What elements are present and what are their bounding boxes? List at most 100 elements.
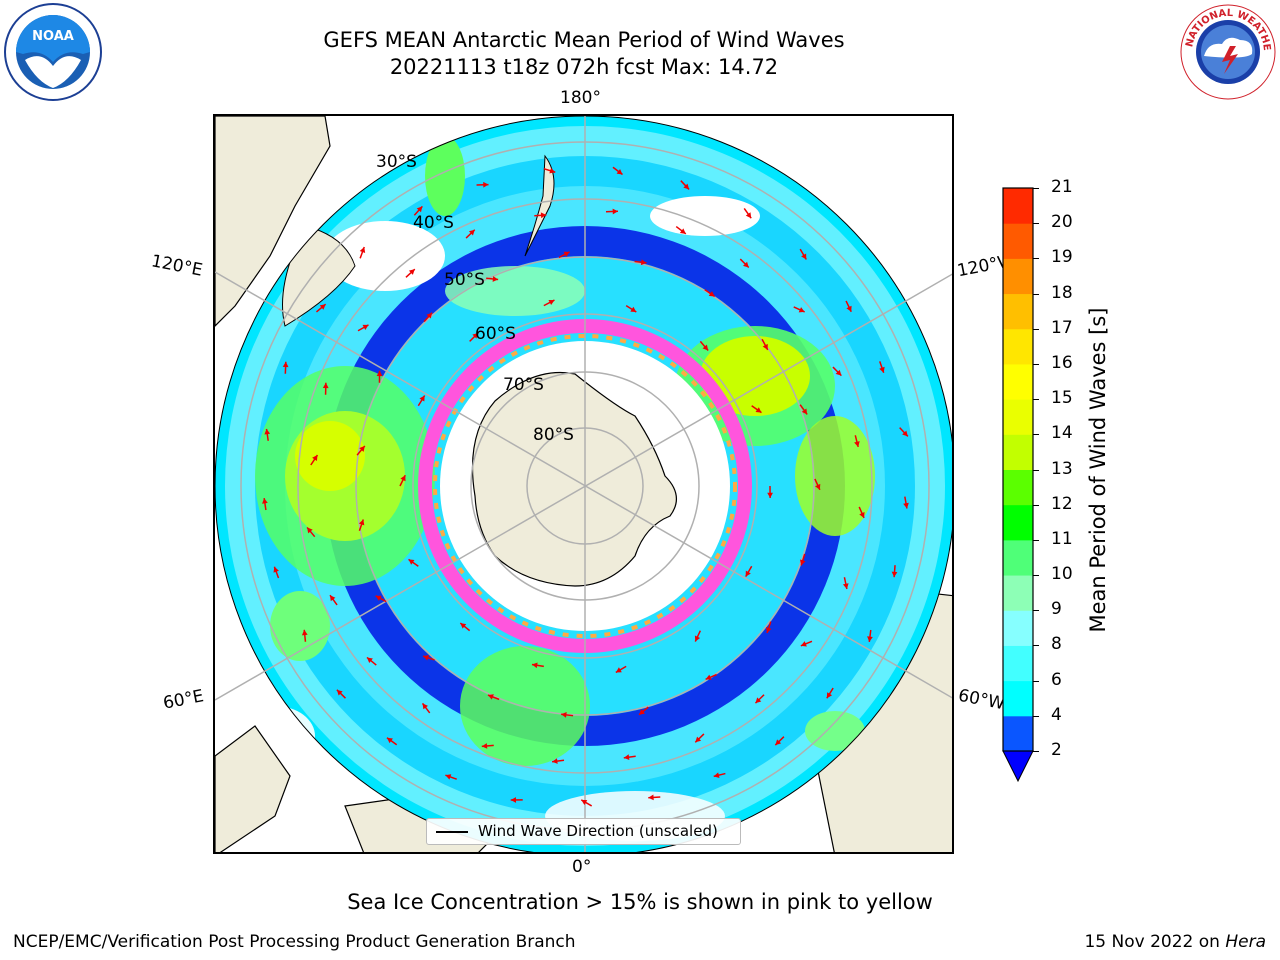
colorbar-tick <box>1033 223 1039 225</box>
legend-label: Wind Wave Direction (unscaled) <box>478 822 718 840</box>
wave-arrow-head <box>630 306 637 313</box>
colorbar-block <box>1003 645 1033 682</box>
wave-arrow-head <box>408 559 415 565</box>
wave-arrow-head <box>679 228 686 234</box>
wave-arrow-head <box>755 407 762 413</box>
wave-arrow-head <box>301 629 308 636</box>
wave-arrow-head <box>359 247 366 253</box>
colorbar-label: Mean Period of Wind Waves [s] <box>1086 307 1110 633</box>
wave-arrow-head <box>775 739 782 746</box>
wave-arrow-head <box>801 408 808 415</box>
wave-arrow-head <box>640 259 647 266</box>
wave-arrow-head <box>835 369 842 376</box>
colorbar-tick <box>1033 539 1039 541</box>
wave-arrow-head <box>376 370 383 377</box>
wave-arrow-head <box>426 312 433 319</box>
map-subtitle: 20221113 t18z 072h fcst Max: 14.72 <box>389 55 779 79</box>
colorbar-tick <box>1033 188 1039 189</box>
wave-arrow-head <box>612 208 618 215</box>
colorbar-tick-label: 13 <box>1051 458 1073 479</box>
noaa-logo-icon: NOAA <box>4 3 102 101</box>
wave-arrow-head <box>891 571 898 578</box>
wave-arrow-head <box>419 395 425 402</box>
nws-logo-icon: NATIONAL WEATHER SERVICE <box>1178 2 1276 100</box>
wave-arrow-head <box>472 332 479 339</box>
wave-arrow-head <box>745 570 751 577</box>
wave-arrow-head <box>705 674 712 680</box>
wave-arrow-head <box>481 743 488 749</box>
colorbar-block <box>1003 715 1033 752</box>
sea-ice-caption: Sea Ice Concentration > 15% is shown in … <box>347 890 933 914</box>
colorbar-tick-label: 21 <box>1051 177 1073 197</box>
wave-arrow-head <box>639 709 645 715</box>
colorbar-tick <box>1033 363 1039 365</box>
colorbar-block <box>1003 434 1033 470</box>
wave-arrow-head <box>408 269 415 275</box>
colorbar-tick-label: 18 <box>1051 282 1073 303</box>
lon-label-120e: 120°E <box>149 251 205 281</box>
longitude-grid <box>215 116 952 852</box>
wave-arrow-head <box>307 527 313 534</box>
colorbar-tick-label: 2 <box>1051 740 1062 760</box>
wave-arrow-head <box>273 566 279 573</box>
colorbar-tick <box>1033 715 1039 717</box>
wave-arrow-head <box>362 324 369 330</box>
wave-arrow-head <box>264 428 271 435</box>
wave-arrow-head <box>745 212 752 219</box>
colorbar-block <box>1003 610 1033 646</box>
colorbar-tick <box>1033 328 1039 330</box>
colorbar-tick-label: 10 <box>1051 564 1073 585</box>
wave-arrow-head <box>799 559 806 566</box>
wave-arrow-head <box>798 307 805 313</box>
lat-label-30s: 30°S <box>376 152 417 172</box>
wave-arrow-head <box>416 206 423 213</box>
map-canvas <box>215 116 952 852</box>
colorbar-tick-label: 16 <box>1051 352 1073 373</box>
colorbar-extend-triangle <box>1002 750 1034 783</box>
colorbar-tick <box>1033 399 1039 401</box>
wave-arrow-head <box>615 667 622 673</box>
colorbar-tick-label: 15 <box>1051 388 1073 409</box>
wave-arrow-head <box>319 304 326 310</box>
lat-label-80s: 80°S <box>533 425 574 445</box>
colorbar-block <box>1003 575 1033 611</box>
wave-arrow-head <box>563 251 570 257</box>
polar-map <box>213 114 954 854</box>
colorbar-block <box>1003 188 1033 224</box>
lon-label-60e: 60°E <box>161 686 206 714</box>
wave-arrow-head <box>801 253 807 260</box>
wave-arrow-head <box>708 291 715 297</box>
wave-arrow-head <box>702 344 709 351</box>
wave-arrow-head <box>903 502 909 509</box>
map-legend: Wind Wave Direction (unscaled) <box>426 818 741 845</box>
lat-label-60s: 60°S <box>475 324 516 344</box>
colorbar <box>1002 187 1034 783</box>
wave-arrow-head <box>695 736 702 743</box>
wave-arrow-head <box>616 169 623 175</box>
colorbar-tick <box>1033 469 1039 471</box>
wave-arrow-head <box>815 483 821 490</box>
land-africa-corner <box>215 725 291 852</box>
wave-arrow-head <box>826 692 833 699</box>
wave-arrow-head <box>330 595 336 602</box>
wave-arrow-head <box>902 430 908 437</box>
colorbar-tick <box>1033 434 1039 436</box>
colorbar-tick-label: 8 <box>1051 634 1062 655</box>
colorbar-tick <box>1033 751 1039 752</box>
wave-arrow-head <box>312 455 318 462</box>
wave-arrow-head <box>842 583 849 589</box>
wave-arrow-head <box>468 229 475 236</box>
wave-arrow-head <box>460 623 467 629</box>
wave-arrow-head <box>375 595 382 601</box>
wave-arrow-head <box>846 305 852 312</box>
wave-arrow-head <box>422 703 428 710</box>
colorbar-tick-label: 12 <box>1051 493 1073 514</box>
wave-arrow-head <box>713 772 720 778</box>
colorbar-block <box>1003 539 1033 576</box>
wave-arrow-head <box>366 657 373 664</box>
land-new-zealand <box>524 154 555 257</box>
wave-arrow-head <box>386 737 393 744</box>
svg-text:NOAA: NOAA <box>32 29 74 44</box>
colorbar-block <box>1003 469 1033 506</box>
colorbar-tick-label: 11 <box>1051 528 1073 549</box>
